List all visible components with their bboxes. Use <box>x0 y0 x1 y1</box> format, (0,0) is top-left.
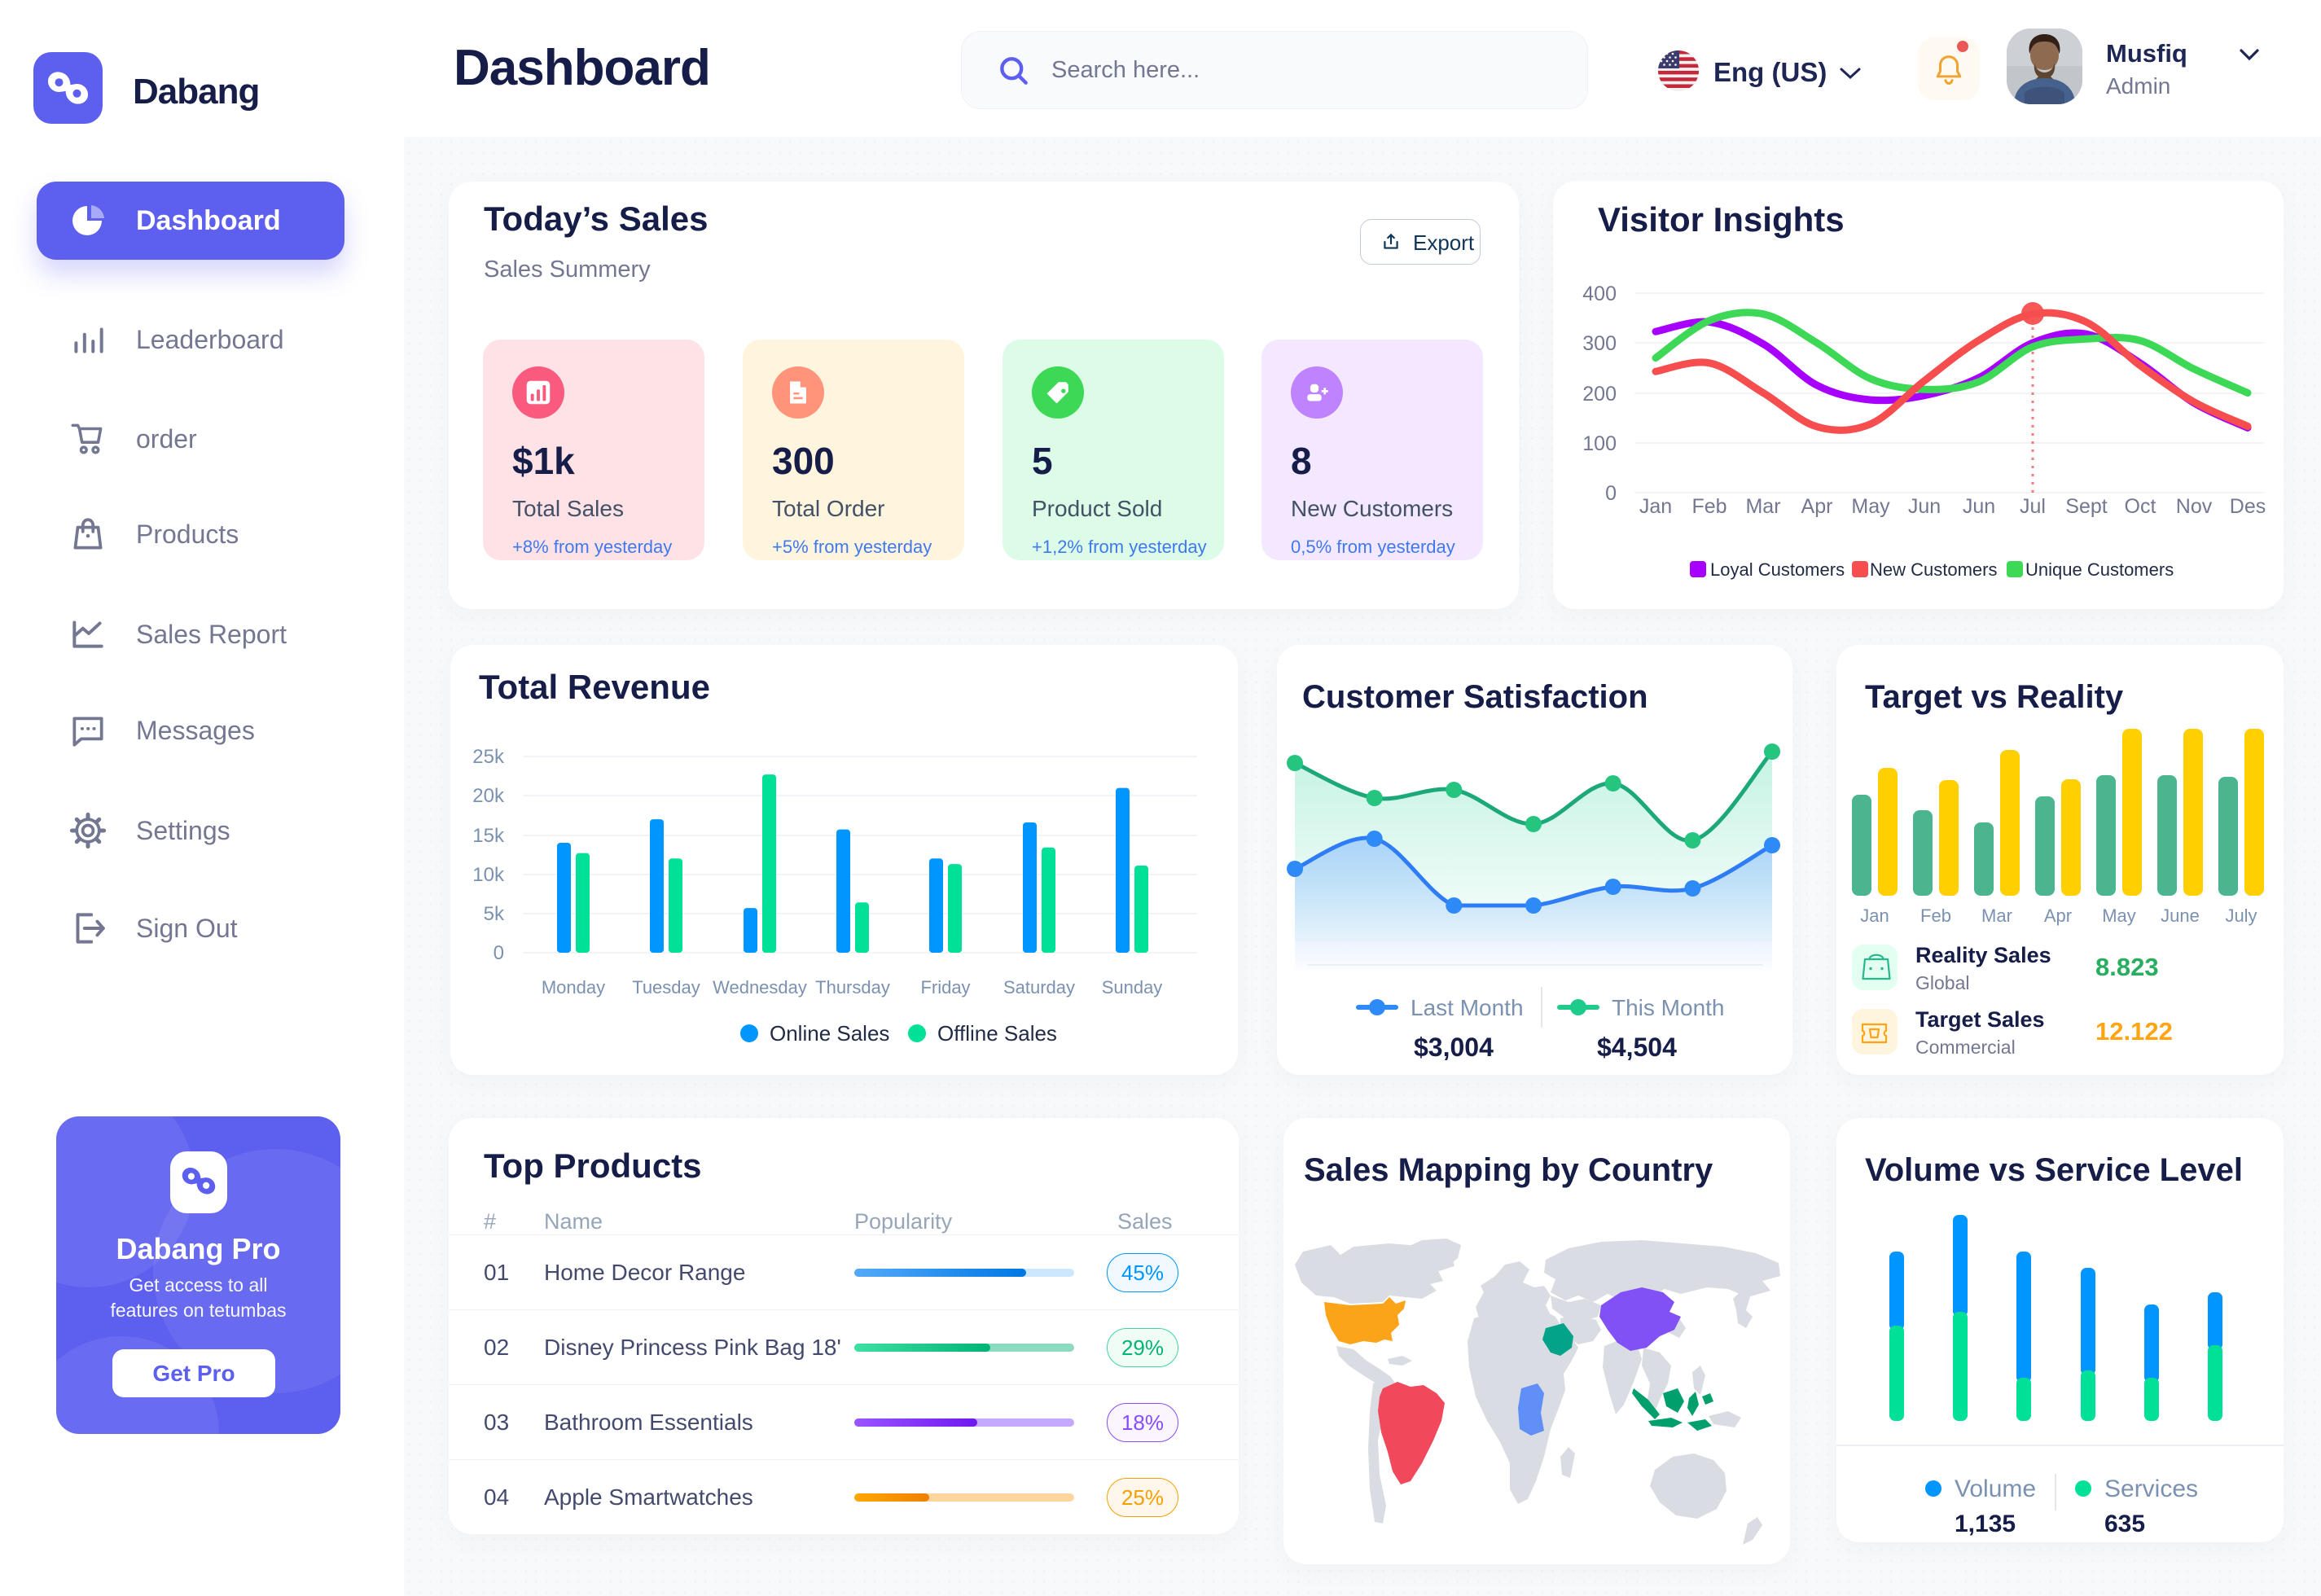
svg-text:Mar: Mar <box>1981 905 2012 926</box>
svg-text:0: 0 <box>1605 482 1617 505</box>
svg-text:Oct: Oct <box>2125 495 2156 518</box>
svg-text:20k: 20k <box>472 785 505 807</box>
svg-text:100: 100 <box>1582 432 1617 455</box>
svg-text:Jun: Jun <box>1963 495 1995 518</box>
svg-text:$3,004: $3,004 <box>1414 1033 1494 1062</box>
svg-text:Volume: Volume <box>1955 1475 2036 1502</box>
svg-text:12.122: 12.122 <box>2095 1017 2173 1046</box>
svg-text:May: May <box>2102 905 2136 926</box>
svg-text:Saturday: Saturday <box>1003 977 1075 998</box>
svg-text:Thursday: Thursday <box>815 977 890 998</box>
svg-text:Sept: Sept <box>2065 495 2107 518</box>
svg-text:Monday: Monday <box>542 977 605 998</box>
svg-text:July: July <box>2225 905 2257 926</box>
svg-text:Friday: Friday <box>920 977 970 998</box>
svg-text:400: 400 <box>1582 283 1617 305</box>
svg-text:May: May <box>1851 495 1890 518</box>
svg-text:New Customers: New Customers <box>1870 559 1997 580</box>
svg-text:25k: 25k <box>472 746 505 768</box>
svg-text:Feb: Feb <box>1691 495 1726 518</box>
svg-text:Sunday: Sunday <box>1102 977 1163 998</box>
svg-text:Jul: Jul <box>2020 495 2046 518</box>
svg-text:300: 300 <box>1582 332 1617 355</box>
svg-text:Mar: Mar <box>1745 495 1780 518</box>
svg-text:Reality Sales: Reality Sales <box>1915 943 2051 967</box>
svg-text:Commercial: Commercial <box>1915 1037 2016 1058</box>
svg-text:Apr: Apr <box>1801 495 1833 518</box>
svg-text:Tuesday: Tuesday <box>632 977 700 998</box>
svg-text:5k: 5k <box>484 903 505 925</box>
svg-text:Offline Sales: Offline Sales <box>937 1021 1057 1046</box>
svg-text:200: 200 <box>1582 383 1617 406</box>
svg-text:8.823: 8.823 <box>2095 953 2159 981</box>
svg-text:Global: Global <box>1915 972 1969 993</box>
svg-text:$4,504: $4,504 <box>1597 1033 1677 1062</box>
svg-text:Target Sales: Target Sales <box>1915 1007 2045 1032</box>
svg-text:635: 635 <box>2104 1510 2145 1537</box>
svg-text:Jan: Jan <box>1860 905 1889 926</box>
svg-text:Online Sales: Online Sales <box>770 1021 889 1046</box>
svg-text:0: 0 <box>494 942 504 964</box>
svg-text:Last Month: Last Month <box>1411 995 1524 1020</box>
svg-text:1,135: 1,135 <box>1955 1510 2016 1537</box>
svg-text:Services: Services <box>2104 1475 2198 1502</box>
svg-text:Jan: Jan <box>1639 495 1672 518</box>
svg-text:Feb: Feb <box>1920 905 1951 926</box>
svg-text:Apr: Apr <box>2044 905 2072 926</box>
svg-text:Jun: Jun <box>1908 495 1941 518</box>
svg-text:Unique Customers: Unique Customers <box>2025 559 2174 580</box>
svg-text:10k: 10k <box>472 864 505 886</box>
svg-text:Wednesday: Wednesday <box>713 977 807 998</box>
svg-text:June: June <box>2161 905 2200 926</box>
svg-text:15k: 15k <box>472 825 505 847</box>
svg-text:This Month: This Month <box>1612 995 1725 1020</box>
svg-text:Nov: Nov <box>2176 495 2213 518</box>
svg-text:Des: Des <box>2230 495 2266 518</box>
svg-text:Loyal Customers: Loyal Customers <box>1710 559 1845 580</box>
